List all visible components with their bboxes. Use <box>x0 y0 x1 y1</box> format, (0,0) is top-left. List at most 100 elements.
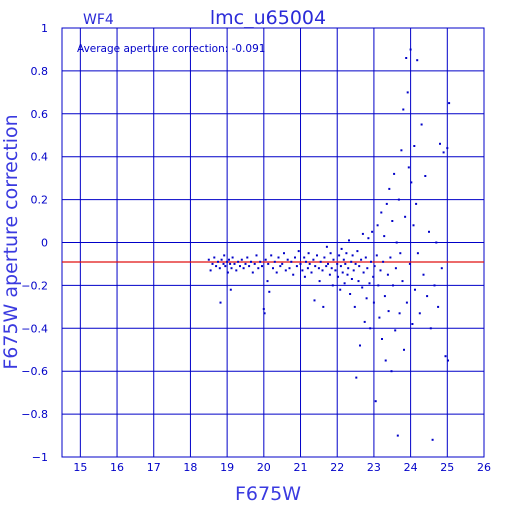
data-point <box>360 258 363 261</box>
data-point <box>401 280 404 283</box>
data-point <box>412 224 415 227</box>
data-point <box>322 305 325 308</box>
data-point <box>395 241 398 244</box>
data-point <box>228 258 230 261</box>
data-point <box>411 323 414 325</box>
data-point <box>433 284 436 287</box>
y-tick-label: −1 <box>32 451 48 464</box>
data-point <box>369 327 372 330</box>
data-point <box>321 269 324 272</box>
data-point <box>213 256 216 259</box>
data-point <box>323 256 326 259</box>
x-tick-label: 25 <box>440 461 454 474</box>
y-tick-label: −0.4 <box>21 322 48 335</box>
data-point <box>350 278 353 280</box>
data-point <box>336 262 339 265</box>
y-tick-label: −0.8 <box>21 408 48 421</box>
y-tick-label: 0 <box>41 237 48 250</box>
data-point <box>444 355 447 358</box>
data-point <box>251 271 254 274</box>
data-points <box>207 48 451 441</box>
data-point <box>218 267 221 270</box>
data-point <box>389 256 392 259</box>
data-point <box>372 275 375 278</box>
x-tick-label: 18 <box>183 461 197 474</box>
data-point <box>215 265 218 268</box>
data-point <box>343 282 346 285</box>
data-point <box>403 348 405 351</box>
data-point <box>341 271 344 274</box>
data-point <box>365 297 368 300</box>
data-point <box>207 258 210 261</box>
data-point <box>327 262 329 265</box>
data-point <box>385 202 388 205</box>
data-point <box>253 262 256 265</box>
data-point <box>283 252 285 255</box>
y-tick-label: 0.2 <box>31 194 49 207</box>
data-point <box>422 273 425 276</box>
x-tick-label: 21 <box>294 461 308 474</box>
data-point <box>350 260 353 263</box>
data-point <box>351 254 354 257</box>
y-axis-title: F675W aperture correction <box>0 114 22 369</box>
data-point <box>388 187 391 190</box>
data-point <box>334 269 337 272</box>
data-point <box>237 260 240 263</box>
data-point <box>240 258 243 261</box>
data-point <box>448 102 451 105</box>
x-tick-label: 23 <box>367 461 381 474</box>
x-tick-label: 17 <box>147 461 161 474</box>
data-point <box>313 299 316 302</box>
data-point <box>359 344 361 347</box>
data-point <box>226 260 229 263</box>
chart-title: lmc_u65004 <box>210 7 326 29</box>
data-point <box>331 284 334 287</box>
data-point <box>375 254 378 257</box>
data-point <box>239 265 241 268</box>
data-point <box>220 258 223 261</box>
y-axis-ticks: −1 −0.8 −0.6 −0.4 −0.2 0 0.2 0.4 0.6 0.8 1 <box>21 22 48 464</box>
data-point <box>414 288 416 291</box>
data-point <box>416 59 419 62</box>
data-point <box>229 288 232 291</box>
data-point <box>263 312 266 315</box>
x-tick-label: 22 <box>330 461 344 474</box>
data-point <box>328 273 331 276</box>
data-point <box>235 269 238 272</box>
data-point <box>259 260 262 263</box>
data-point <box>380 211 383 214</box>
data-point <box>255 254 258 257</box>
data-point <box>349 293 352 295</box>
x-tick-label: 15 <box>73 461 87 474</box>
data-point <box>409 48 412 51</box>
data-point <box>405 57 408 59</box>
data-point <box>288 267 291 270</box>
data-point <box>378 316 381 319</box>
data-point <box>306 267 309 270</box>
data-point <box>384 359 387 362</box>
data-point <box>383 295 386 298</box>
data-point <box>223 254 226 257</box>
data-point <box>355 376 358 379</box>
data-point <box>344 262 347 265</box>
data-point <box>348 239 350 242</box>
data-point <box>386 273 389 276</box>
y-tick-label: 0.8 <box>31 65 49 78</box>
data-point <box>356 250 359 253</box>
x-tick-label: 16 <box>110 461 124 474</box>
data-point <box>292 273 295 276</box>
data-point <box>383 235 386 238</box>
data-point <box>317 267 320 270</box>
data-point <box>424 175 427 177</box>
data-point <box>222 262 225 265</box>
data-point <box>248 265 251 268</box>
average-annotation: Average aperture correction: -0.091 <box>77 43 265 55</box>
data-point <box>397 198 400 201</box>
x-tick-label: 24 <box>404 461 418 474</box>
data-point <box>217 260 219 263</box>
y-tick-label: −0.6 <box>21 365 48 378</box>
data-point <box>428 230 430 233</box>
data-point <box>361 232 364 235</box>
data-point <box>312 258 315 261</box>
data-point <box>426 295 429 298</box>
